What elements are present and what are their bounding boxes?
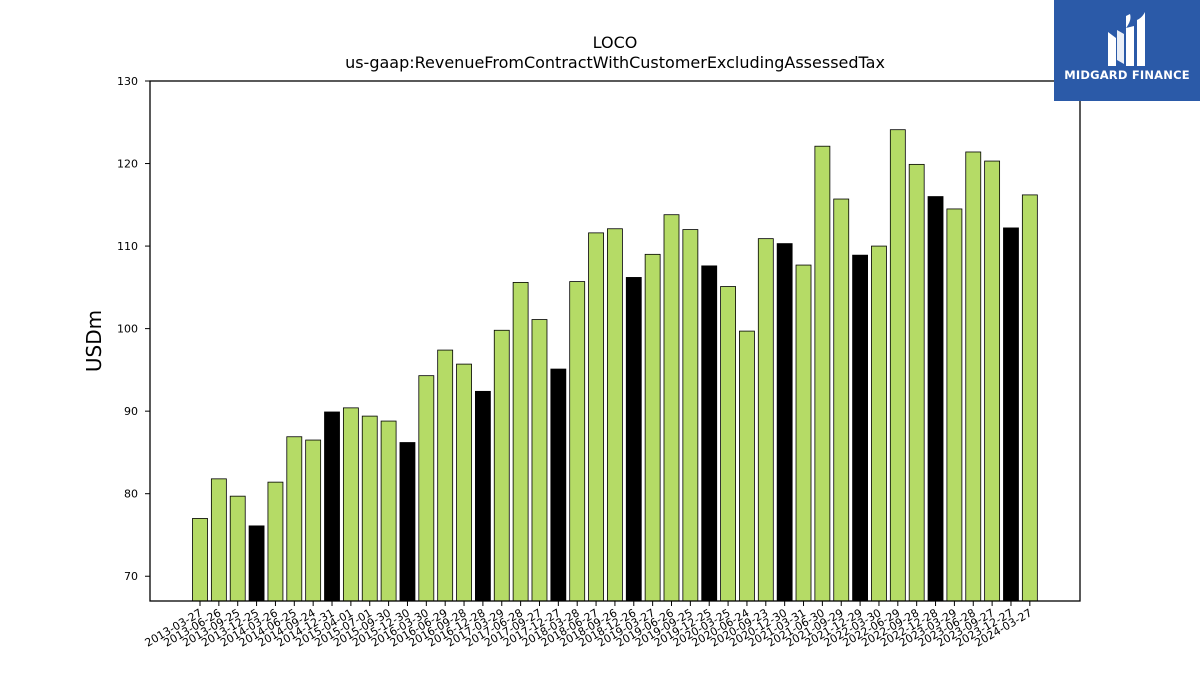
bar-2020-06-24 (739, 330, 755, 602)
bar-2013-03-27 (192, 518, 208, 602)
bar-2019-03-27 (644, 253, 661, 602)
bar-2023-06-28 (965, 151, 982, 602)
midgard-finance-logo: MIDGARD FINANCE (1054, 0, 1200, 101)
bar-2013-12-25 (248, 525, 265, 602)
bar-2013-09-25 (229, 495, 246, 602)
bar-2020-03-25 (720, 286, 736, 602)
logo-text: MIDGARD FINANCE (1064, 68, 1190, 82)
bar-2023-12-27 (1003, 227, 1019, 602)
y-tick-label: 110 (117, 240, 138, 253)
bar-2022-06-29 (889, 129, 906, 602)
bar-2020-09-23 (757, 238, 774, 602)
bar-2022-09-28 (908, 163, 925, 602)
y-tick-label: 130 (117, 75, 138, 88)
bar-2019-09-25 (682, 229, 699, 602)
bar-2020-12-30 (776, 243, 793, 602)
bar-2015-04-01 (342, 407, 359, 602)
bar-2018-06-27 (588, 232, 604, 602)
bar-2017-09-27 (531, 319, 548, 602)
bar-2016-03-30 (418, 375, 435, 602)
bar-2013-06-26 (210, 478, 227, 602)
y-tick-label: 100 (117, 323, 138, 336)
bar-2014-06-25 (286, 436, 303, 602)
y-tick-label: 120 (117, 158, 138, 171)
plot-frame (149, 80, 1081, 602)
bar-2023-09-27 (984, 160, 1001, 602)
midgard-logo-icon (1108, 12, 1145, 66)
bar-2014-12-31 (324, 411, 340, 602)
chart-title: LOCO (593, 33, 638, 52)
bar-2016-09-28 (456, 363, 472, 602)
bar-2021-03-31 (795, 264, 812, 602)
y-tick-label: 80 (124, 488, 138, 501)
bar-2017-12-27 (550, 368, 567, 602)
bar-2019-12-25 (701, 265, 718, 602)
bars-group (192, 129, 1038, 602)
bar-2018-03-28 (569, 281, 586, 602)
bar-2015-07-01 (361, 415, 378, 602)
bar-2019-06-26 (663, 214, 680, 602)
y-tick-label: 90 (124, 405, 138, 418)
y-axis-ticks: 70 80 90 100 110 120 130 (117, 75, 150, 583)
bar-2017-03-29 (493, 329, 510, 602)
bar-2024-03-27 (1021, 194, 1038, 602)
bar-2015-12-30 (399, 442, 416, 602)
bar-2018-09-26 (607, 228, 623, 602)
bar-2021-06-30 (814, 145, 831, 602)
bar-2023-03-29 (946, 208, 963, 602)
bar-2014-03-26 (267, 481, 284, 602)
bar-2018-12-26 (625, 277, 642, 602)
bar-2022-03-30 (871, 245, 887, 602)
bar-2022-12-28 (927, 196, 944, 602)
bar-2016-12-28 (474, 390, 491, 602)
y-axis-label: USDm (82, 310, 106, 372)
bar-2016-06-29 (437, 349, 454, 602)
bar-2014-09-24 (305, 439, 322, 602)
x-axis-ticks: 2013-03-272013-06-262013-09-252013-12-25… (143, 601, 1034, 650)
bar-2021-09-29 (833, 198, 850, 602)
bar-2015-09-30 (380, 420, 397, 602)
y-tick-label: 70 (124, 570, 138, 583)
bar-2021-12-29 (852, 254, 868, 602)
chart-subtitle: us-gaap:RevenueFromContractWithCustomerE… (345, 53, 885, 72)
bar-2017-06-28 (512, 281, 529, 602)
